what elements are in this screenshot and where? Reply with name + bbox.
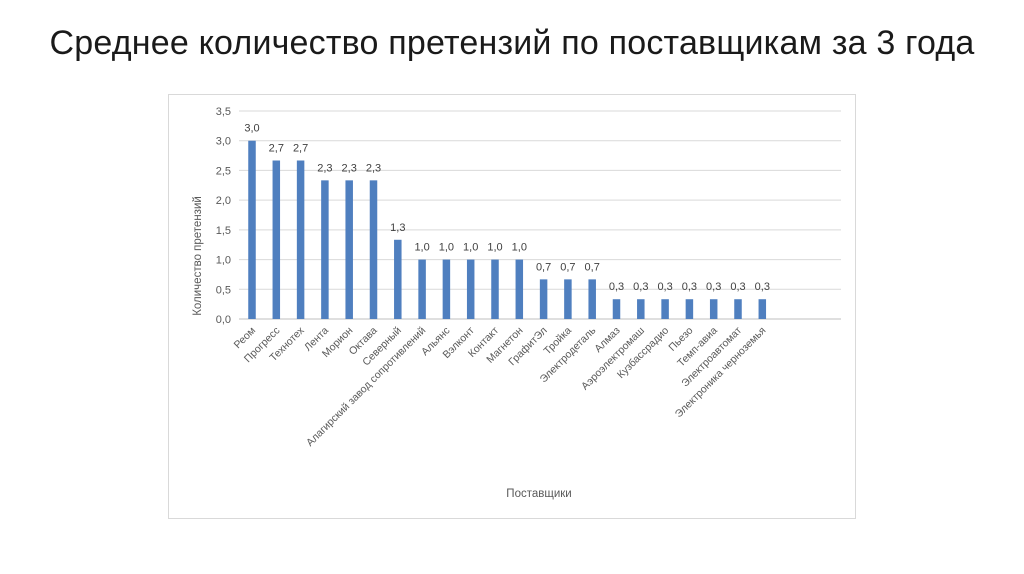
y-axis-ticks: 0,0 0,5 1,0 1,5 2,0 2,5 3,0 3,5 (216, 106, 231, 326)
y-axis-title: Количество претензий (192, 196, 204, 316)
bar (491, 259, 499, 319)
bar (321, 180, 329, 319)
x-axis-labels: РеомПрогрессТехнотехЛентаМорионОктаваСев… (232, 324, 769, 449)
bar (272, 160, 281, 319)
bar-chart: 0,0 0,5 1,0 1,5 2,0 2,5 3,0 3,5 3,0 2,7 2,7 2,3 2,3… (192, 106, 841, 500)
data-label: 0,3 (657, 281, 672, 293)
bar (515, 259, 524, 319)
bar (369, 180, 378, 319)
data-label: 1,0 (487, 242, 502, 254)
bar (588, 279, 596, 319)
bar (466, 259, 475, 319)
data-label: 1,0 (414, 242, 429, 254)
gridlines (239, 110, 841, 320)
data-label: 0,3 (633, 281, 648, 293)
data-label: 0,3 (682, 281, 697, 293)
y-tick-label: 2,5 (216, 165, 231, 177)
y-tick-label: 3,5 (216, 106, 231, 118)
data-label: 2,7 (269, 143, 284, 155)
y-tick-label: 0,0 (216, 314, 231, 326)
data-label: 0,7 (585, 261, 600, 273)
y-tick-label: 0,5 (216, 284, 231, 296)
data-label: 1,0 (439, 242, 454, 254)
y-tick-label: 2,0 (216, 195, 231, 207)
data-label: 2,3 (366, 162, 381, 174)
data-label: 1,0 (463, 242, 478, 254)
bar (734, 299, 742, 319)
data-label: 2,7 (293, 143, 308, 155)
bar (661, 299, 669, 319)
bar (709, 299, 718, 319)
data-label: 2,3 (342, 162, 357, 174)
bar (345, 180, 353, 319)
data-label: 1,3 (390, 222, 405, 234)
data-label: 0,3 (706, 281, 721, 293)
bar (637, 299, 645, 319)
bar (539, 279, 548, 319)
bar (418, 259, 426, 319)
bars (248, 140, 767, 319)
x-axis-title: Поставщики (506, 488, 571, 500)
bar (612, 299, 621, 319)
y-tick-label: 1,5 (216, 225, 231, 237)
data-label: 0,3 (609, 281, 624, 293)
bar (685, 299, 694, 319)
data-label: 1,0 (512, 242, 527, 254)
y-tick-label: 3,0 (216, 136, 231, 148)
data-labels: 3,0 2,7 2,7 2,3 2,3 2,3 1,3 1,0 1,0 1,0 1,0 1,0 0,7 0… (244, 123, 770, 293)
bar (296, 160, 305, 319)
bar (758, 299, 767, 319)
data-label: 2,3 (317, 162, 332, 174)
bar (394, 239, 402, 319)
data-label: 0,3 (755, 281, 770, 293)
data-label: 0,7 (536, 261, 551, 273)
chart-container: 0,0 0,5 1,0 1,5 2,0 2,5 3,0 3,5 3,0 2,7 2,7 2,3 2,3… (168, 94, 856, 519)
data-label: 0,7 (560, 261, 575, 273)
data-label: 0,3 (730, 281, 745, 293)
data-label: 3,0 (244, 123, 259, 135)
slide-title: Среднее количество претензий по поставщи… (49, 24, 975, 62)
bar (248, 140, 256, 319)
bar (564, 279, 572, 319)
y-tick-label: 1,0 (216, 255, 231, 267)
bar (442, 259, 451, 319)
